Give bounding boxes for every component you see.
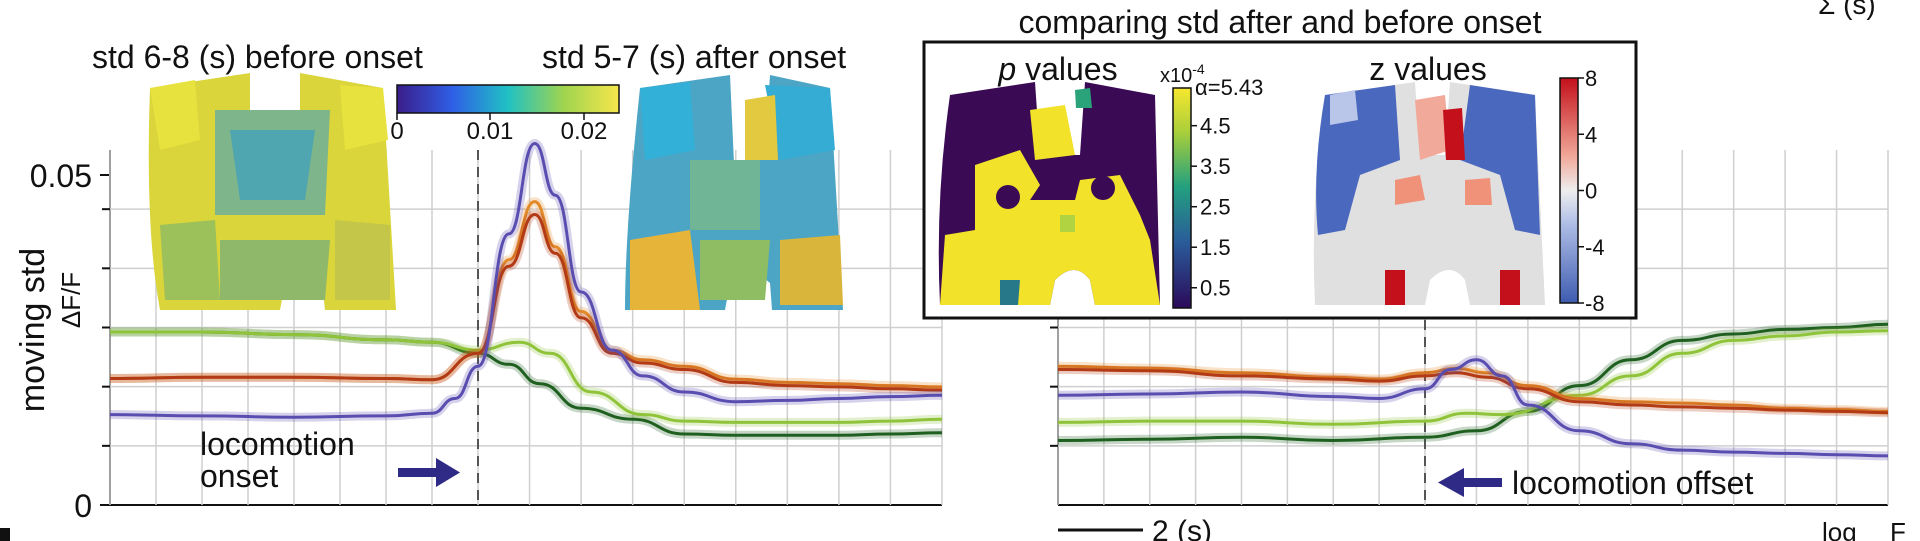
series-line-offset-1 xyxy=(1057,329,1889,426)
onset-annotation-line1: locomotion xyxy=(200,426,355,462)
p-tick-label: 0.5 xyxy=(1200,276,1231,301)
p-values-title: p values xyxy=(997,51,1117,87)
top-right-fragment: Σ (s) xyxy=(1818,0,1876,20)
p-tick-label: 2.5 xyxy=(1200,195,1231,220)
bottom-right-fragment: log xyxy=(1822,517,1857,541)
series-line-onset-3 xyxy=(109,213,943,392)
p-tick-label: 3.5 xyxy=(1200,154,1231,179)
onset-arrow-icon xyxy=(398,458,460,487)
after-map-title: std 5-7 (s) after onset xyxy=(542,39,846,75)
comparison-inset: comparing std after and before onset p v… xyxy=(922,4,1638,320)
std-tick-0: 0 xyxy=(390,118,403,145)
z-tick-label: 4 xyxy=(1585,122,1597,147)
z-tick-label: -8 xyxy=(1585,291,1605,316)
ytick-label-005: 0.05 xyxy=(30,158,92,194)
z-value-brain-map xyxy=(1313,82,1545,305)
series-line-offset-0 xyxy=(1057,322,1889,442)
right-series xyxy=(1057,319,1889,461)
before-map-title: std 6-8 (s) before onset xyxy=(92,39,423,75)
onset-annotation-line2: onset xyxy=(200,458,278,494)
z-tick-label: 8 xyxy=(1585,66,1597,91)
z-colorbar xyxy=(1559,77,1579,304)
ylabel-moving-std: moving std xyxy=(14,248,52,412)
p-scale-exp: -4 xyxy=(1192,61,1205,77)
bottom-right-fragment2: F xyxy=(1890,517,1906,541)
scalebar-label: 2 (s) xyxy=(1152,515,1212,541)
comparison-title: comparing std after and before onset xyxy=(1019,4,1542,40)
before-onset-brain-map xyxy=(148,73,396,310)
offset-annotation: locomotion offset xyxy=(1512,465,1753,501)
bottom-left-fragment xyxy=(0,528,10,541)
p-value-brain-map xyxy=(938,82,1160,305)
alpha-label: α=5.43 xyxy=(1195,75,1263,100)
z-values-title: z values xyxy=(1369,51,1486,87)
p-scale-label: x10-4 xyxy=(1160,61,1205,87)
after-onset-brain-map xyxy=(625,75,843,310)
z-tick-label: -4 xyxy=(1585,235,1605,260)
series-line-onset-4 xyxy=(109,142,943,419)
ytick-label-0: 0 xyxy=(74,488,92,524)
left-series xyxy=(109,139,943,440)
series-line-onset-1 xyxy=(110,330,943,424)
p-title-italic: p xyxy=(997,51,1016,87)
offset-arrow-icon xyxy=(1438,468,1502,497)
p-scale-base: x10 xyxy=(1160,65,1192,87)
series-line-offset-3 xyxy=(1057,368,1889,415)
series-line-offset-4 xyxy=(1057,358,1889,458)
z-colorbar-ticks: 8 4 0 -4 -8 xyxy=(1578,66,1605,316)
z-tick-label: 0 xyxy=(1585,179,1597,204)
ylabel-dff: ΔF/F xyxy=(56,272,86,328)
p-tick-label: 1.5 xyxy=(1200,235,1231,260)
p-tick-label: 4.5 xyxy=(1200,114,1231,139)
std-tick-001: 0.01 xyxy=(467,118,514,145)
std-colorbar-ticks xyxy=(396,113,585,120)
p-colorbar xyxy=(1172,87,1192,309)
p-colorbar-ticks: 4.5 3.5 2.5 1.5 0.5 xyxy=(1191,114,1231,301)
std-tick-002: 0.02 xyxy=(561,118,608,145)
std-colorbar xyxy=(396,84,620,114)
p-title-rest: values xyxy=(1016,51,1117,87)
